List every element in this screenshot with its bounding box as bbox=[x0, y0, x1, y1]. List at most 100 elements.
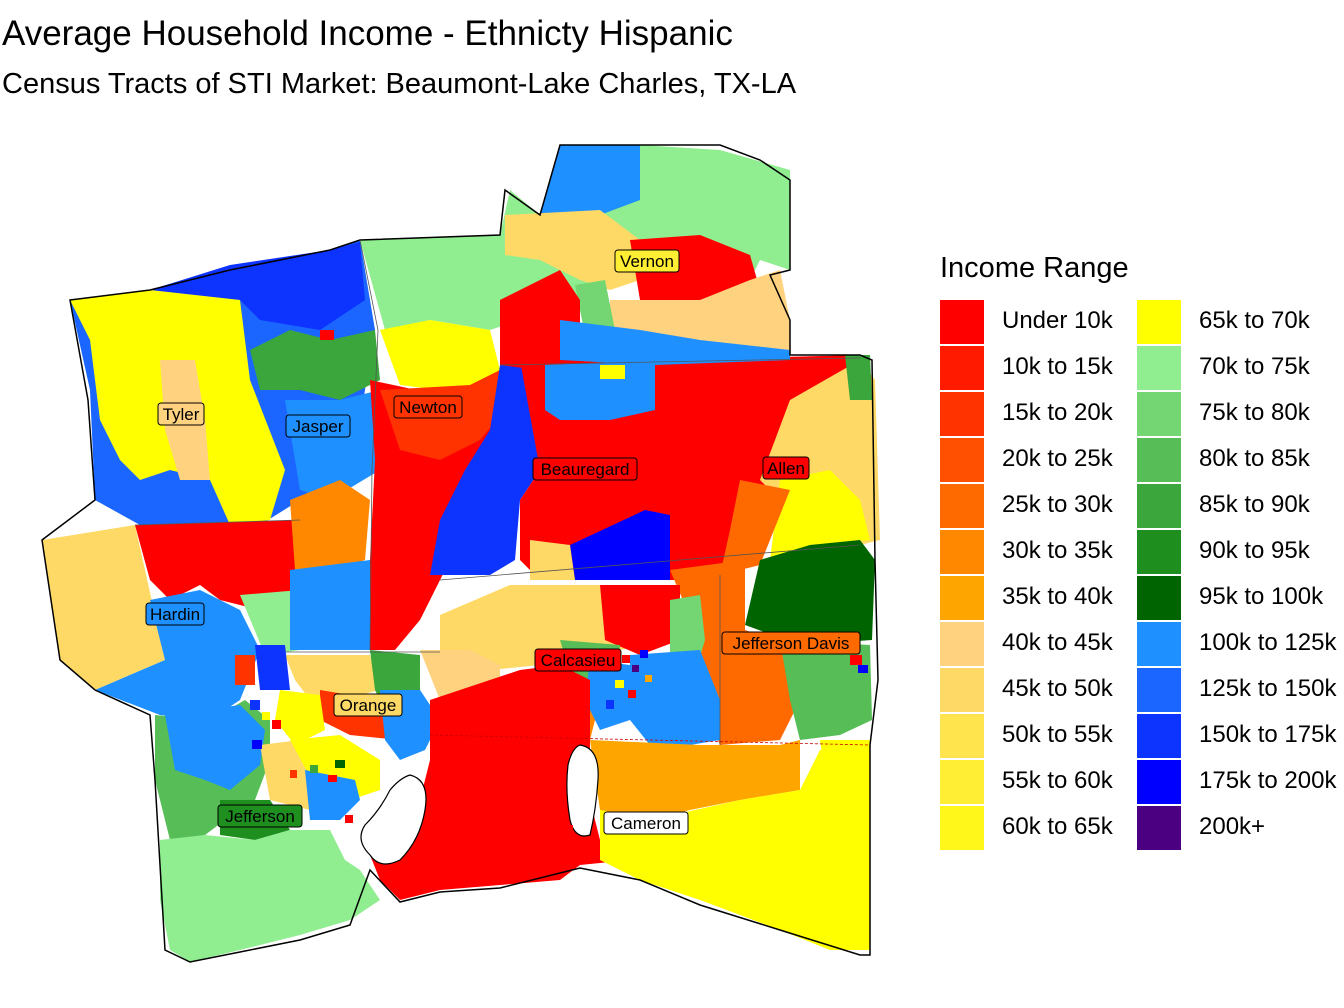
tract-region bbox=[235, 655, 255, 685]
county-label-jefferson-davis: Jefferson Davis bbox=[721, 631, 861, 655]
legend-label: Under 10k bbox=[1002, 307, 1113, 334]
county-line bbox=[429, 734, 871, 746]
tract-cell bbox=[628, 690, 636, 698]
legend-swatch bbox=[1137, 438, 1181, 482]
tract-region bbox=[720, 480, 790, 575]
county-label-hardin: Hardin bbox=[145, 602, 205, 626]
county-label-vernon: Vernon bbox=[614, 249, 680, 273]
legend-swatch bbox=[1137, 484, 1181, 528]
tract-cell bbox=[272, 720, 281, 729]
legend-swatch bbox=[1137, 760, 1181, 804]
svg-text:Tyler: Tyler bbox=[163, 405, 200, 424]
tract-cell bbox=[622, 655, 630, 663]
tract-region bbox=[570, 510, 670, 580]
legend-swatch bbox=[1137, 392, 1181, 436]
county-label-tyler: Tyler bbox=[157, 402, 205, 426]
tract-cell bbox=[335, 760, 345, 768]
legend-label: 95k to 100k bbox=[1199, 583, 1324, 610]
legend-swatch bbox=[940, 392, 984, 436]
county-line bbox=[439, 544, 861, 581]
tract-cell bbox=[565, 825, 573, 833]
tract-region bbox=[290, 480, 370, 575]
legend-label: 65k to 70k bbox=[1199, 307, 1310, 334]
legend-swatch bbox=[940, 438, 984, 482]
tract-cell bbox=[290, 770, 297, 778]
tract-cell bbox=[606, 700, 614, 709]
tract-region bbox=[630, 650, 720, 745]
legend-label: 100k to 125k bbox=[1199, 629, 1337, 656]
legend-label: 75k to 80k bbox=[1199, 399, 1310, 426]
county-label-jasper: Jasper bbox=[285, 414, 351, 438]
tract-region bbox=[150, 242, 365, 330]
water-bodies bbox=[360, 744, 599, 865]
county-label-beauregard: Beauregard bbox=[532, 457, 638, 481]
legend-swatch bbox=[1137, 576, 1181, 620]
tract-region bbox=[240, 590, 300, 655]
county-labels: Vernon Tyler Jasper Newton Beauregard Al… bbox=[145, 249, 861, 835]
svg-text:Hardin: Hardin bbox=[150, 605, 200, 624]
tract-region bbox=[275, 690, 325, 745]
county-line bbox=[134, 519, 301, 526]
tract-region bbox=[575, 280, 615, 335]
legend-swatch bbox=[1137, 530, 1181, 574]
tract-region bbox=[545, 360, 655, 420]
county-label-orange: Orange bbox=[333, 693, 403, 717]
tract-cell bbox=[600, 365, 625, 379]
svg-text:Allen: Allen bbox=[767, 459, 805, 478]
map-title: Average Household Income - Ethnicty Hisp… bbox=[2, 14, 733, 53]
legend-swatch bbox=[940, 300, 984, 344]
legend-swatch bbox=[1137, 300, 1181, 344]
tract-cell bbox=[615, 680, 624, 688]
tract-region bbox=[380, 320, 500, 390]
tract-region bbox=[600, 745, 870, 950]
legend-swatch bbox=[940, 760, 984, 804]
tract-cell bbox=[250, 700, 260, 710]
tract-region bbox=[590, 740, 800, 820]
legend-swatch bbox=[940, 806, 984, 850]
tract-region bbox=[285, 655, 380, 700]
legend-swatch bbox=[1137, 806, 1181, 850]
county-boundaries bbox=[134, 239, 871, 746]
legend-label: 40k to 45k bbox=[1002, 629, 1113, 656]
legend-label: 90k to 95k bbox=[1199, 537, 1310, 564]
legend-swatch bbox=[1137, 668, 1181, 712]
tract-cell bbox=[310, 765, 318, 773]
tract-region bbox=[505, 210, 640, 290]
tract-region bbox=[560, 320, 790, 365]
legend-label: 125k to 150k bbox=[1199, 675, 1337, 702]
legend-swatch bbox=[940, 530, 984, 574]
legend-label: 85k to 90k bbox=[1199, 491, 1310, 518]
svg-text:Jefferson: Jefferson bbox=[225, 807, 295, 826]
legend-swatch bbox=[940, 484, 984, 528]
legend-label: 175k to 200k bbox=[1199, 767, 1337, 794]
legend-swatch bbox=[940, 714, 984, 758]
tract-region bbox=[290, 560, 370, 650]
svg-text:Newton: Newton bbox=[399, 398, 457, 417]
sabine-lake bbox=[360, 774, 427, 865]
tract-region bbox=[610, 270, 790, 360]
legend-label: 45k to 50k bbox=[1002, 675, 1113, 702]
tract-region bbox=[250, 330, 380, 400]
svg-text:Jefferson Davis: Jefferson Davis bbox=[733, 634, 850, 653]
tract-region bbox=[845, 355, 872, 400]
svg-text:Cameron: Cameron bbox=[611, 814, 681, 833]
legend-label: 70k to 75k bbox=[1199, 353, 1310, 380]
legend-swatch bbox=[940, 576, 984, 620]
legend-label: 60k to 65k bbox=[1002, 813, 1113, 840]
tract-region bbox=[585, 660, 630, 730]
map-subtitle: Census Tracts of STI Market: Beaumont-La… bbox=[2, 68, 797, 100]
legend-label: 10k to 15k bbox=[1002, 353, 1113, 380]
tract-region bbox=[530, 540, 575, 580]
tract-region bbox=[305, 770, 360, 820]
tract-region bbox=[95, 590, 260, 720]
tract-cell bbox=[850, 655, 862, 665]
legend-title: Income Range bbox=[940, 252, 1129, 284]
legend-swatch bbox=[940, 622, 984, 666]
urban-tracts bbox=[250, 330, 868, 833]
tract-cell bbox=[640, 650, 648, 658]
tract-cell bbox=[320, 330, 334, 340]
tract-region bbox=[160, 830, 380, 962]
market-outline bbox=[41, 144, 879, 963]
county-line bbox=[499, 357, 861, 366]
legend-swatch bbox=[940, 346, 984, 390]
